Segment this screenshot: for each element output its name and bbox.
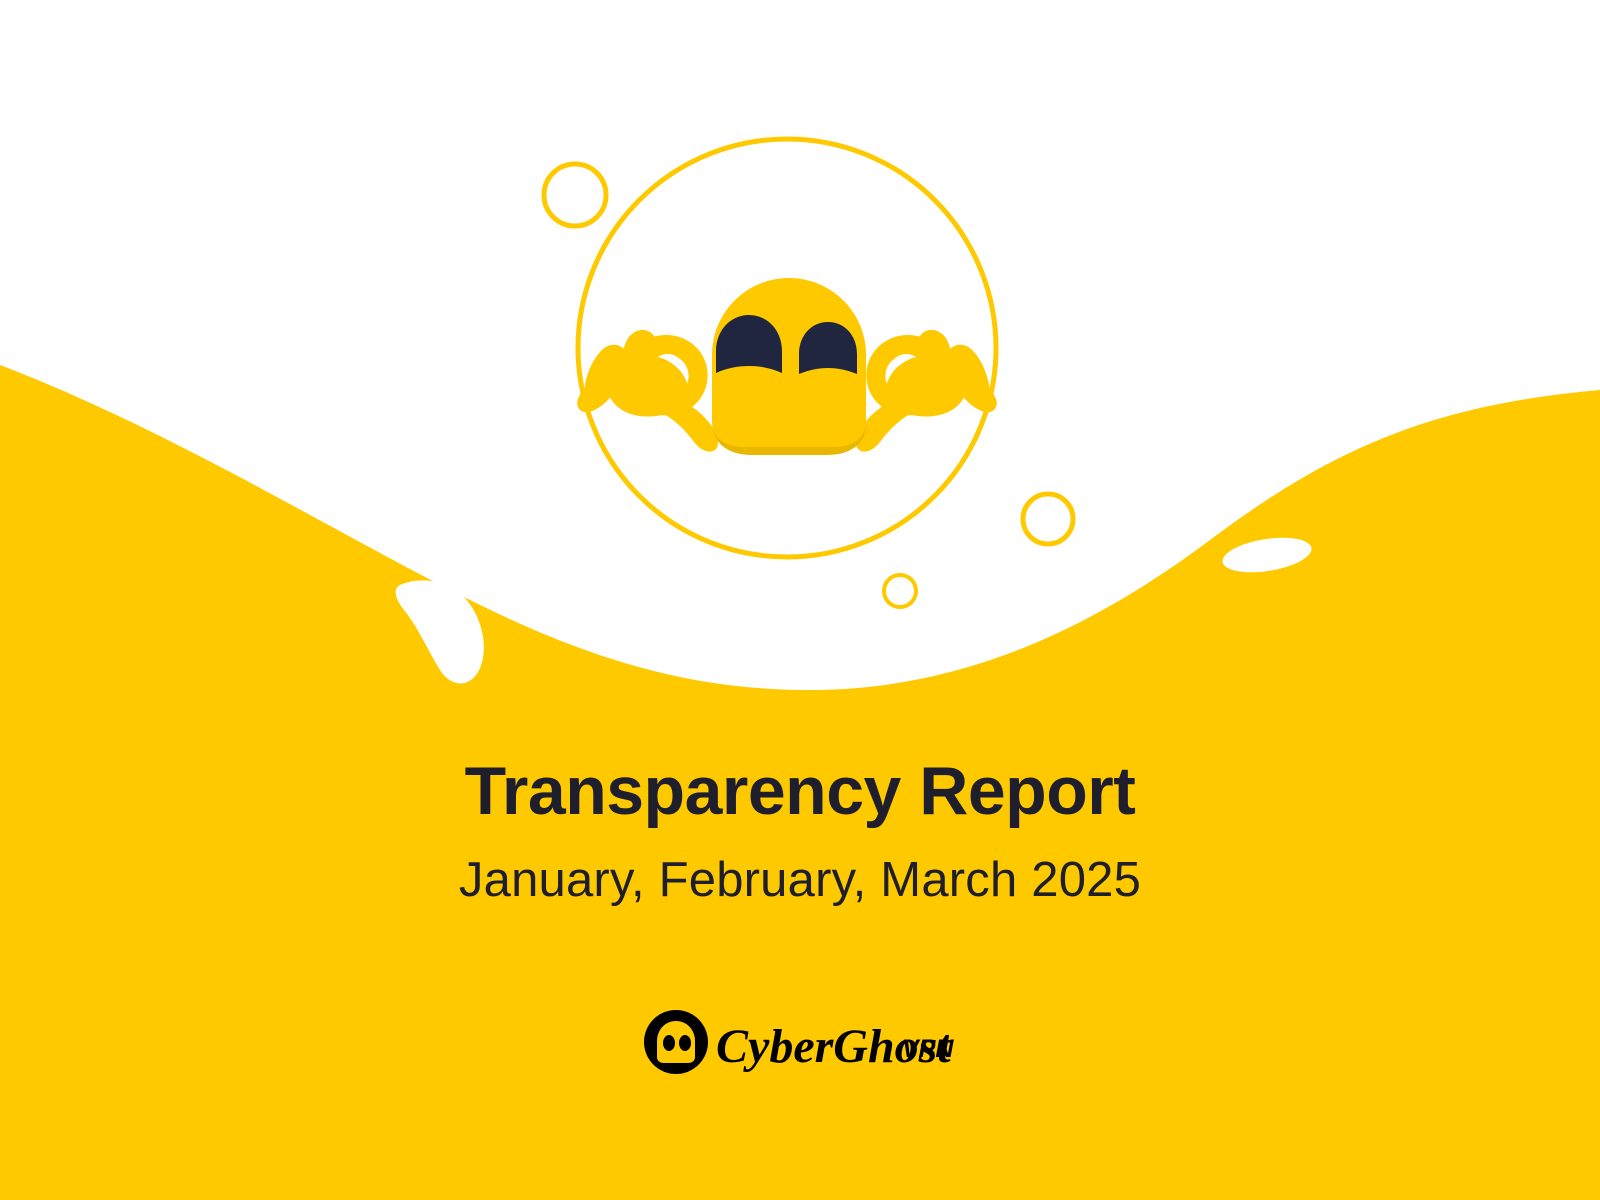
cyberghost-vpn-logo: CyberGhost VPN [644, 1010, 954, 1074]
bubble-circle-outline [541, 161, 609, 229]
brand-name: CyberGhost [716, 1020, 952, 1073]
mascot-circle-outline-icon [575, 136, 999, 560]
bubble-circle-outline [1020, 491, 1076, 547]
brand-suffix: VPN [902, 1035, 954, 1063]
page-title: Transparency Report [464, 753, 1136, 829]
bubble-circle-outline [882, 573, 918, 609]
title-block: Transparency Report January, February, M… [0, 753, 1600, 908]
cyberghost-ghost-mark-icon [644, 1010, 708, 1074]
ghost-right-eye [799, 322, 857, 374]
wave-highlight-comma-shape [395, 580, 484, 684]
ghost-left-hand-mudra-icon [577, 329, 719, 452]
yellow-wave-shape [0, 365, 1600, 1200]
ghost-right-hand-mudra-icon [855, 329, 997, 452]
brand-logo: CyberGhost VPN [0, 1005, 1600, 1079]
ghost-left-eye [716, 315, 782, 373]
wave-highlight-ellipse-shape [1222, 537, 1312, 573]
report-period: January, February, March 2025 [458, 853, 1142, 908]
